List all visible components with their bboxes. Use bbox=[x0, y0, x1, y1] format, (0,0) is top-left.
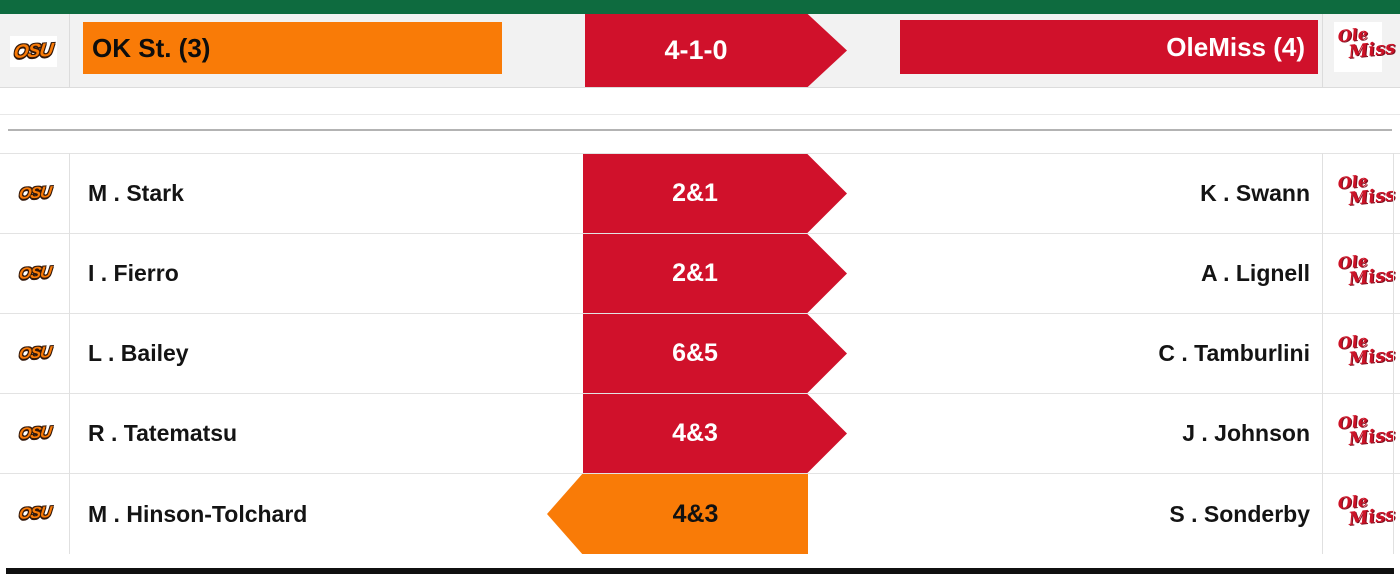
osu-logo: OSU bbox=[17, 504, 52, 523]
match-score: 2&1 bbox=[672, 179, 718, 207]
olemiss-logo-miss: Miss bbox=[1347, 37, 1397, 63]
olemiss-logo: Ole Miss bbox=[1332, 170, 1396, 217]
match-score: 2&1 bbox=[672, 259, 718, 287]
section-divider-thick bbox=[8, 129, 1392, 131]
olemiss-logo-miss: Miss bbox=[1346, 423, 1396, 450]
olemiss-logo-miss: Miss bbox=[1346, 183, 1396, 210]
olemiss-logo-cell: Ole Miss bbox=[1322, 314, 1396, 393]
left-player-name: M . Stark bbox=[88, 180, 184, 206]
match-row[interactable]: OSU I . Fierro 2&1 A . Lignell Ole Miss bbox=[0, 234, 1400, 314]
olemiss-logo: Ole Miss bbox=[1332, 491, 1396, 538]
olemiss-logo: Ole Miss bbox=[1332, 410, 1396, 457]
match-score: 4&3 bbox=[672, 499, 719, 528]
right-player-name: K . Swann bbox=[1200, 180, 1310, 206]
match-row[interactable]: OSU R . Tatematsu 4&3 J . Johnson Ole Mi… bbox=[0, 394, 1400, 474]
header-right-separator bbox=[1322, 14, 1323, 88]
right-player-name: S . Sonderby bbox=[1169, 500, 1310, 527]
rows-edge-separator bbox=[1393, 153, 1394, 554]
osu-logo-cell: OSU bbox=[0, 314, 69, 393]
rows-right-separator bbox=[1322, 153, 1323, 554]
match-score-arrow: 4&3 bbox=[583, 394, 847, 473]
olemiss-logo-cell: Ole Miss bbox=[1322, 394, 1396, 473]
olemiss-logo-patch: Ole Miss bbox=[1333, 22, 1397, 72]
osu-logo-cell: OSU bbox=[0, 154, 69, 233]
right-team-box: OleMiss (4) bbox=[900, 20, 1318, 74]
match-score-arrow: 2&1 bbox=[583, 234, 847, 313]
overall-score-arrow: 4-1-0 bbox=[585, 14, 847, 87]
section-divider-thin bbox=[0, 114, 1400, 115]
osu-logo-patch: OSU bbox=[10, 36, 57, 67]
left-player-name: R . Tatematsu bbox=[88, 420, 238, 446]
osu-logo-cell: OSU bbox=[0, 474, 69, 554]
left-player-name: M . Hinson-Tolchard bbox=[88, 500, 308, 527]
match-score: 4&3 bbox=[672, 419, 718, 447]
olemiss-logo-cell: Ole Miss bbox=[1322, 234, 1396, 313]
osu-logo: OSU bbox=[17, 343, 52, 363]
osu-logo-cell: OSU bbox=[0, 234, 69, 313]
olemiss-logo-miss: Miss bbox=[1346, 504, 1396, 530]
left-team-box: OK St. (3) bbox=[83, 22, 502, 74]
osu-logo-cell: OSU bbox=[0, 394, 69, 473]
top-accent-bar bbox=[0, 0, 1400, 14]
match-score-arrow: 6&5 bbox=[583, 314, 847, 393]
match-row[interactable]: OSU M . Hinson-Tolchard 4&3 S . Sonderby… bbox=[0, 474, 1400, 554]
overall-score: 4-1-0 bbox=[664, 35, 728, 65]
osu-logo: OSU bbox=[17, 263, 52, 283]
match-rows: OSU M . Stark 2&1 K . Swann Ole Miss OSU… bbox=[0, 153, 1400, 554]
olemiss-logo-miss: Miss bbox=[1346, 343, 1396, 370]
olemiss-logo-miss: Miss bbox=[1346, 263, 1396, 290]
left-player-name: L . Bailey bbox=[88, 340, 189, 366]
olemiss-logo: Ole Miss bbox=[1333, 24, 1397, 71]
right-player-name: J . Johnson bbox=[1182, 420, 1310, 446]
rows-left-separator bbox=[69, 153, 70, 554]
right-player-name: C . Tamburlini bbox=[1158, 340, 1310, 366]
osu-logo: OSU bbox=[17, 423, 52, 443]
match-score: 6&5 bbox=[672, 339, 718, 367]
olemiss-logo-cell: Ole Miss bbox=[1322, 154, 1396, 233]
left-player-name: I . Fierro bbox=[88, 260, 179, 286]
header-left-separator bbox=[69, 14, 70, 88]
osu-logo: OSU bbox=[12, 40, 55, 63]
olemiss-logo: Ole Miss bbox=[1332, 250, 1396, 297]
match-row[interactable]: OSU L . Bailey 6&5 C . Tamburlini Ole Mi… bbox=[0, 314, 1400, 394]
match-score-arrow: 4&3 bbox=[547, 474, 808, 554]
match-row[interactable]: OSU M . Stark 2&1 K . Swann Ole Miss bbox=[0, 154, 1400, 234]
osu-logo: OSU bbox=[17, 183, 52, 203]
olemiss-logo: Ole Miss bbox=[1332, 330, 1396, 377]
olemiss-logo-cell: Ole Miss bbox=[1322, 474, 1396, 554]
right-player-name: A . Lignell bbox=[1200, 260, 1310, 286]
bottom-bar bbox=[6, 568, 1394, 574]
match-score-arrow: 2&1 bbox=[583, 154, 847, 233]
